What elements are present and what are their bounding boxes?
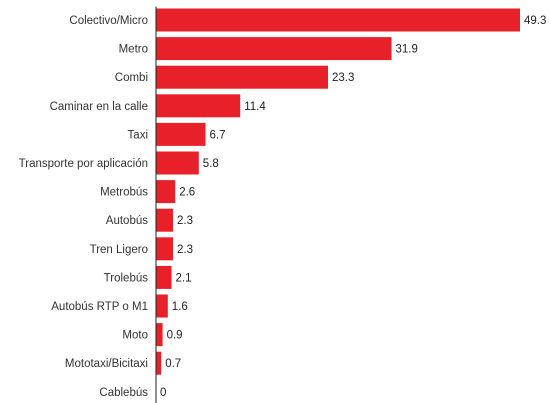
category-label-autobus-rtp-o-m1: Autobús RTP o M1 xyxy=(51,301,148,313)
bar-combi xyxy=(156,65,328,89)
value-label-autobus-rtp-o-m1: 1.6 xyxy=(172,301,188,313)
bar-trolebus xyxy=(156,265,172,289)
value-label-tren-ligero: 2.3 xyxy=(177,244,193,256)
value-label-colectivo-micro: 49.3 xyxy=(524,15,546,27)
bar-caminar-en-la-calle xyxy=(156,94,241,118)
bar-tren-ligero xyxy=(156,237,173,261)
category-label-tren-ligero: Tren Ligero xyxy=(90,244,148,256)
bar-colectivo-micro xyxy=(156,8,520,32)
value-label-metrobus: 2.6 xyxy=(179,187,195,199)
value-label-taxi: 6.7 xyxy=(210,129,226,141)
category-label-combi: Combi xyxy=(115,72,148,84)
value-label-caminar-en-la-calle: 11.4 xyxy=(244,101,266,113)
category-label-trolebus: Trolebús xyxy=(104,272,149,284)
category-label-moto: Moto xyxy=(122,330,148,342)
category-label-metro: Metro xyxy=(119,44,148,56)
category-label-transporte-por-aplicacion: Transporte por aplicación xyxy=(19,158,148,170)
bar-autobus xyxy=(156,208,173,232)
bar-metro xyxy=(156,37,392,61)
bars-group xyxy=(156,8,520,375)
category-label-metrobus: Metrobús xyxy=(100,187,148,199)
value-label-trolebus: 2.1 xyxy=(176,272,192,284)
value-label-mototaxi-bicitaxi: 0.7 xyxy=(165,358,181,370)
bar-autobus-rtp-o-m1 xyxy=(156,294,168,318)
category-label-colectivo-micro: Colectivo/Micro xyxy=(69,15,148,27)
value-label-moto: 0.9 xyxy=(167,330,183,342)
bar-taxi xyxy=(156,122,206,146)
bar-transporte-por-aplicacion xyxy=(156,151,199,175)
bar-mototaxi-bicitaxi xyxy=(156,351,162,375)
category-labels-group: Colectivo/Micro Metro Combi Caminar en la c… xyxy=(19,15,149,399)
value-label-combi: 23.3 xyxy=(332,72,354,84)
category-label-cablebus: Cablebús xyxy=(99,387,148,399)
bar-moto xyxy=(156,323,163,347)
category-label-autobus: Autobús xyxy=(106,215,148,227)
value-labels-group: 49.3 31.9 23.3 11.4 6.7 5.8 2.6 2.3 2.3 2.1 1.6 0.9… xyxy=(160,15,546,399)
category-label-caminar-en-la-calle: Caminar en la calle xyxy=(50,101,148,113)
category-label-taxi: Taxi xyxy=(128,129,148,141)
value-label-cablebus: 0 xyxy=(160,387,166,399)
bar-metrobus xyxy=(156,180,176,204)
value-label-autobus: 2.3 xyxy=(177,215,193,227)
category-label-mototaxi-bicitaxi: Mototaxi/Bicitaxi xyxy=(65,358,148,370)
value-label-transporte-por-aplicacion: 5.8 xyxy=(203,158,219,170)
value-label-metro: 31.9 xyxy=(396,44,418,56)
